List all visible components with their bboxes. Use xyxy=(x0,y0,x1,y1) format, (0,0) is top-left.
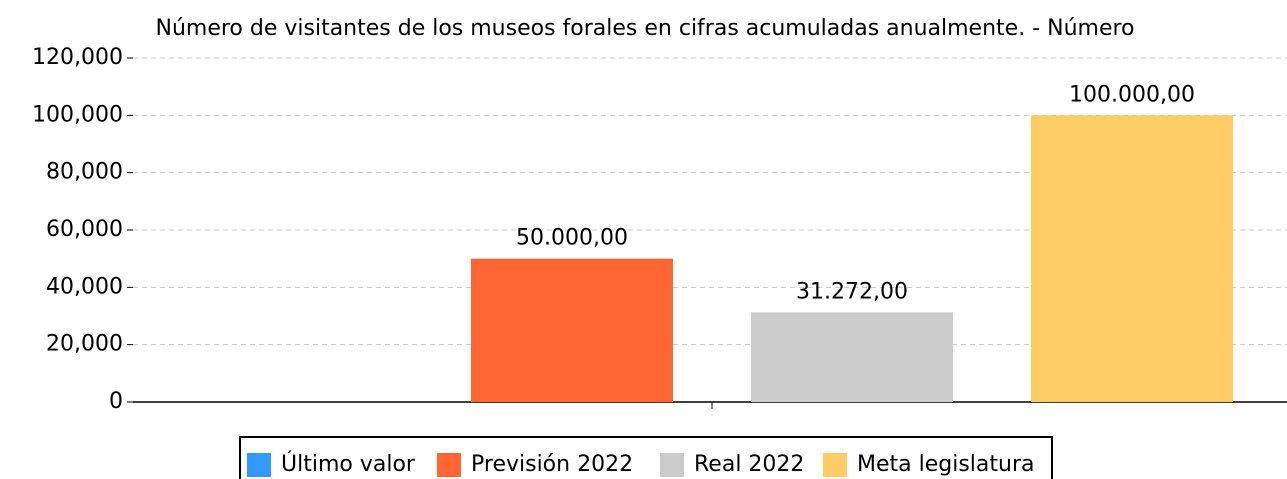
legend-label: Previsión 2022 xyxy=(471,452,633,477)
y-tick-label: 0 xyxy=(109,389,123,414)
y-tick-label: 100,000 xyxy=(32,102,123,127)
legend-box xyxy=(239,436,1053,479)
legend-swatch xyxy=(247,453,271,477)
legend-swatch xyxy=(823,453,847,477)
value-label: 100.000,00 xyxy=(1069,82,1195,107)
legend-label: Real 2022 xyxy=(694,452,804,477)
legend-swatch xyxy=(660,453,684,477)
legend-label: Meta legislatura xyxy=(857,452,1035,477)
chart-title: Número de visitantes de los museos foral… xyxy=(155,16,1134,41)
bar xyxy=(1031,115,1233,402)
bar xyxy=(471,258,673,402)
y-tick-label: 60,000 xyxy=(46,217,123,242)
y-tick-label: 20,000 xyxy=(46,332,123,357)
legend-swatch xyxy=(437,453,461,477)
y-tick-label: 80,000 xyxy=(46,160,123,185)
legend-label: Último valor xyxy=(281,451,416,477)
y-tick-label: 40,000 xyxy=(46,274,123,299)
value-label: 31.272,00 xyxy=(796,279,908,304)
bar xyxy=(751,312,953,402)
y-tick-label: 120,000 xyxy=(32,45,123,70)
value-label: 50.000,00 xyxy=(516,226,628,251)
